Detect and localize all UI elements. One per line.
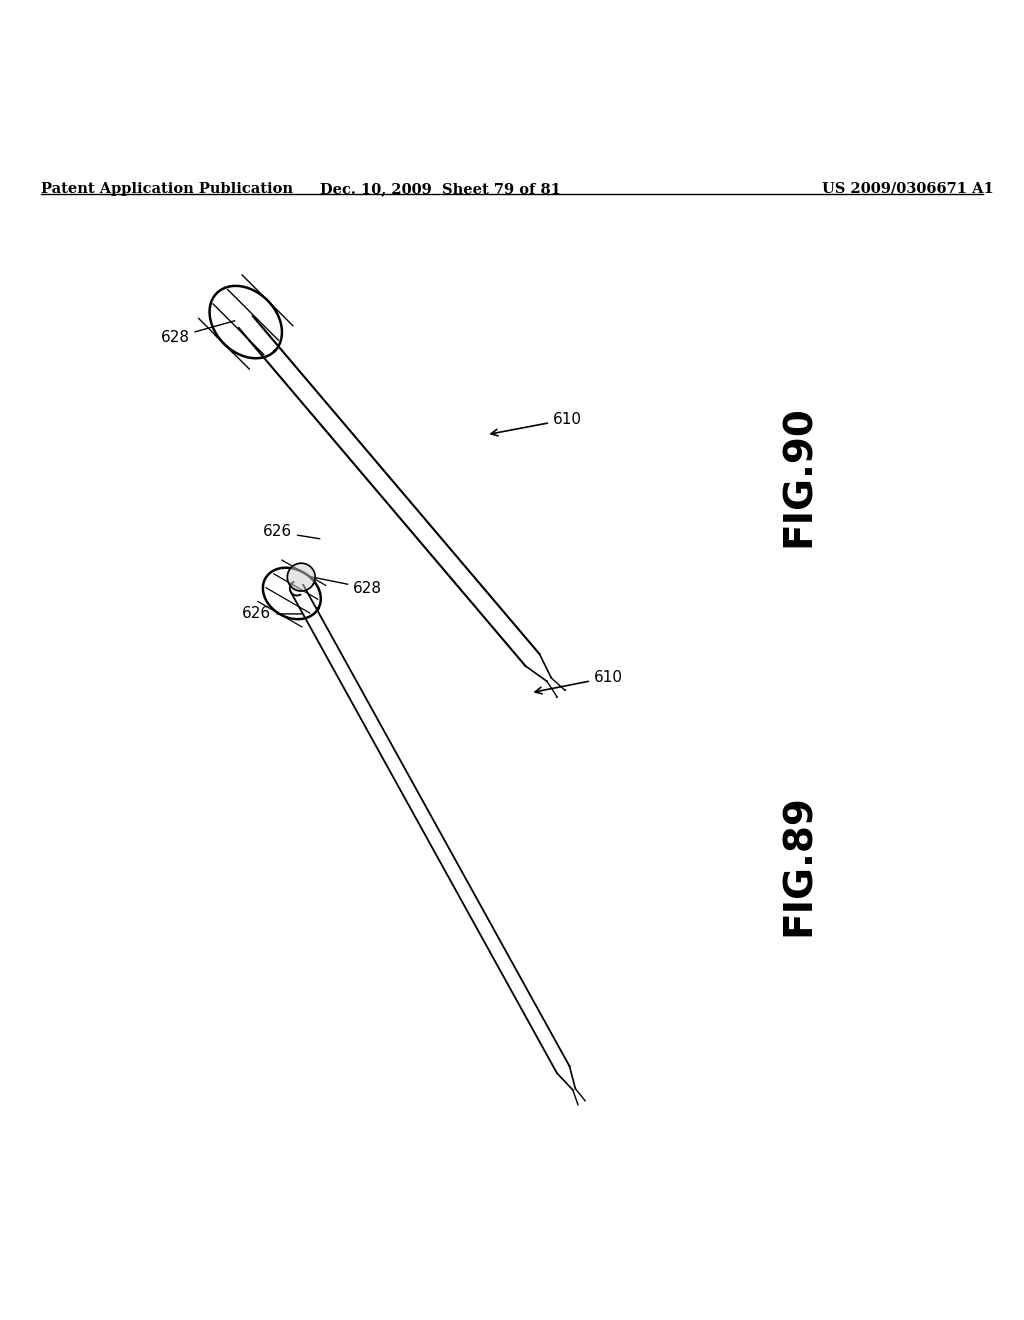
Text: 610: 610 <box>490 412 582 436</box>
Text: FIG.90: FIG.90 <box>779 405 818 546</box>
Text: 626: 626 <box>243 606 302 622</box>
Text: 626: 626 <box>263 524 319 540</box>
Text: FIG.89: FIG.89 <box>779 793 818 936</box>
Text: US 2009/0306671 A1: US 2009/0306671 A1 <box>821 182 993 195</box>
Text: Dec. 10, 2009  Sheet 79 of 81: Dec. 10, 2009 Sheet 79 of 81 <box>319 182 561 195</box>
Text: 628: 628 <box>310 577 382 595</box>
Text: 610: 610 <box>535 671 623 694</box>
Polygon shape <box>288 564 315 591</box>
Text: 628: 628 <box>161 321 234 345</box>
Text: Patent Application Publication: Patent Application Publication <box>41 182 293 195</box>
